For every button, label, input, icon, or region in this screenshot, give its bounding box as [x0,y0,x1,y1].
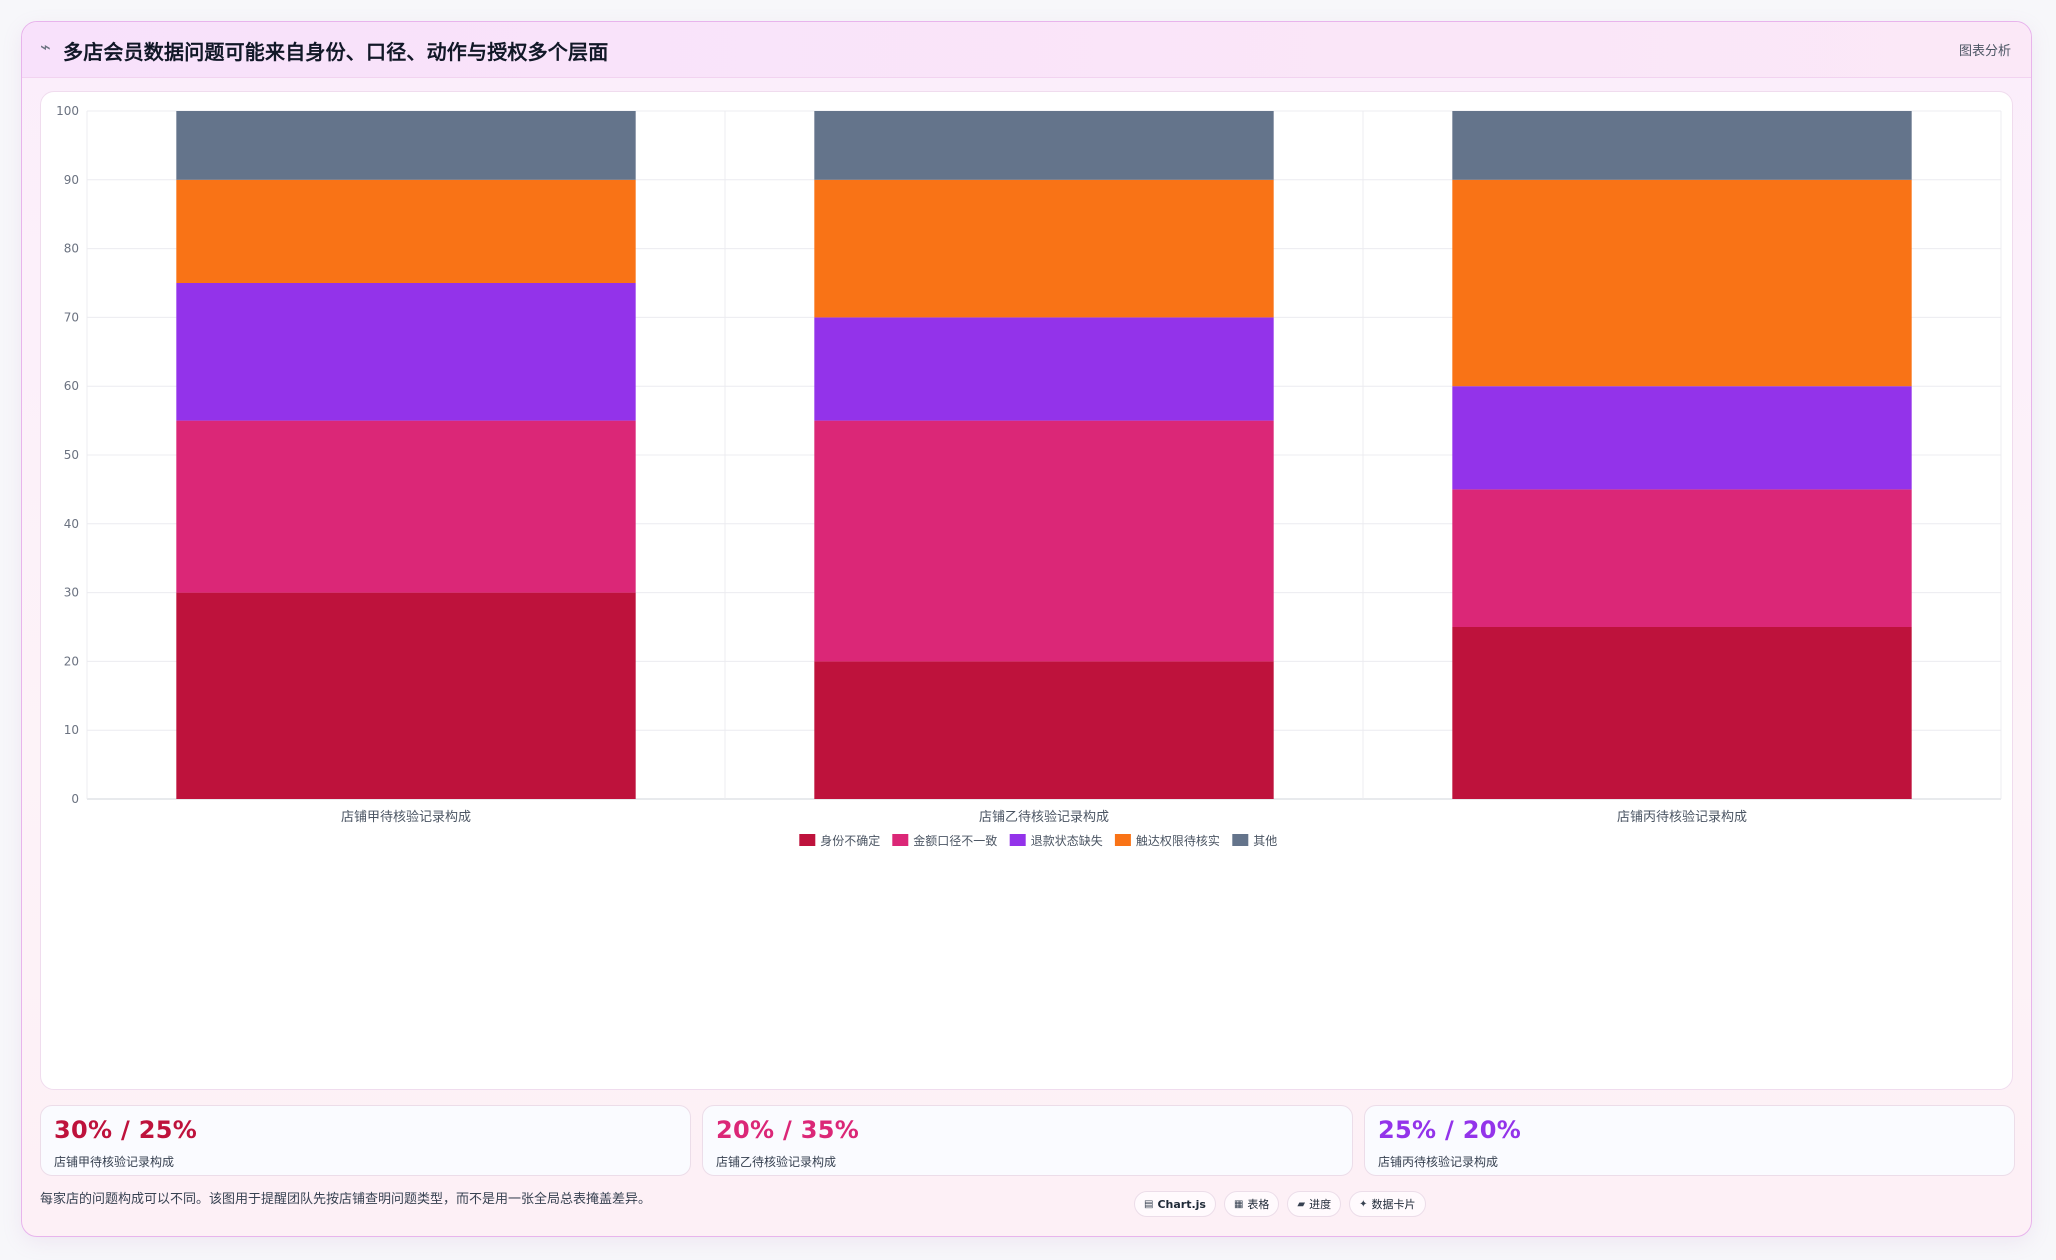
page-title: 多店会员数据问题可能来自身份、口径、动作与授权多个层面 [63,40,609,64]
bar-segment [1452,111,1912,180]
pill-progress[interactable]: ▰ 进度 [1287,1191,1342,1217]
x-tick-label: 店铺甲待核验记录构成 [341,809,471,825]
bar-segment [176,283,636,421]
stacked-bar-chart: 0 10 20 30 40 50 60 70 80 90 100 店铺甲待核验记录构成 店铺乙待核验记录… [56,104,2002,848]
y-tick-label: 60 [64,379,79,393]
sparkle-icon: ✦ [1359,1198,1368,1210]
trend-icon: ⌁ [40,37,51,58]
bar-segment [814,179,1274,318]
progress-icon: ▰ [1297,1198,1306,1210]
stat-label: 店铺丙待核验记录构成 [1378,1155,1499,1169]
pill-table[interactable]: ▦ 表格 [1223,1191,1280,1217]
chart-icon: ▤ [1144,1198,1154,1210]
bar-segment [176,592,636,799]
legend-swatch [1114,834,1131,846]
x-tick-label: 店铺乙待核验记录构成 [979,809,1109,825]
bar-segment [814,317,1274,421]
legend-label: 退款状态缺失 [1031,833,1103,848]
bar-segment [1452,179,1912,387]
chart-card: 0 10 20 30 40 50 60 70 80 90 100 店铺甲待核验记录构成 店铺乙待核验记录… [40,91,2013,1090]
chart-analysis-link[interactable]: 图表分析 [1958,44,2011,59]
panel-header: ⌁ 多店会员数据问题可能来自身份、口径、动作与授权多个层面 图表分析 [22,22,2031,78]
bar-segment [1452,627,1912,799]
bar-segment [1452,386,1912,490]
y-tick-label: 20 [64,654,79,668]
pill-label: Chart.js [1157,1197,1206,1211]
legend-swatch [892,834,909,846]
bar-segment [176,179,636,283]
legend-swatch [1232,834,1249,846]
legend-label: 触达权限待核实 [1136,833,1220,848]
y-tick-label: 10 [64,723,79,737]
y-tick-label: 90 [64,173,79,187]
stat-value: 25% / 20% [1378,1116,1522,1144]
y-tick-label: 0 [71,792,79,806]
stat-label: 店铺甲待核验记录构成 [54,1155,175,1169]
pill-chartjs[interactable]: ▤ Chart.js [1134,1191,1216,1217]
legend-swatch [799,834,816,846]
pill-data-card[interactable]: ✦ 数据卡片 [1349,1191,1426,1217]
legend-label: 金额口径不一致 [913,833,997,848]
stat-card-store-a: 30% / 25% 店铺甲待核验记录构成 [40,1105,691,1176]
bar-segment [1452,489,1912,627]
bar-segment [814,111,1274,180]
y-tick-label: 40 [64,517,79,531]
chart-panel: ⌁ 多店会员数据问题可能来自身份、口径、动作与授权多个层面 图表分析 0 10 20… [21,21,2032,1237]
bar-segment [176,420,636,593]
legend-label: 其他 [1253,834,1277,848]
stat-value: 30% / 25% [54,1116,198,1144]
stat-card-store-b: 20% / 35% 店铺乙待核验记录构成 [702,1105,1353,1176]
stat-value: 20% / 35% [716,1116,860,1144]
bar-segment [176,111,636,180]
footnote: 每家店的问题构成可以不同。该图用于提醒团队先按店铺查明问题类型，而不是用一张全局… [40,1192,652,1207]
bar-segment [814,661,1274,799]
pill-label: 进度 [1309,1198,1332,1211]
legend-swatch [1009,834,1026,846]
y-tick-label: 70 [64,310,79,324]
stat-label: 店铺乙待核验记录构成 [716,1155,837,1169]
y-tick-label: 80 [64,242,79,256]
y-tick-label: 30 [64,586,79,600]
y-tick-label: 100 [56,104,79,118]
table-icon: ▦ [1233,1198,1244,1210]
bar-segment [814,420,1274,662]
x-tick-label: 店铺丙待核验记录构成 [1617,809,1747,825]
stat-card-store-c: 25% / 20% 店铺丙待核验记录构成 [1364,1105,2015,1176]
legend-label: 身份不确定 [820,833,880,848]
pill-label: 数据卡片 [1371,1198,1416,1211]
y-tick-label: 50 [64,448,79,462]
pill-label: 表格 [1247,1198,1270,1211]
feature-pills: ▤ Chart.js ▦ 表格 ▰ 进度 ✦ 数据卡片 [1134,1191,1426,1217]
